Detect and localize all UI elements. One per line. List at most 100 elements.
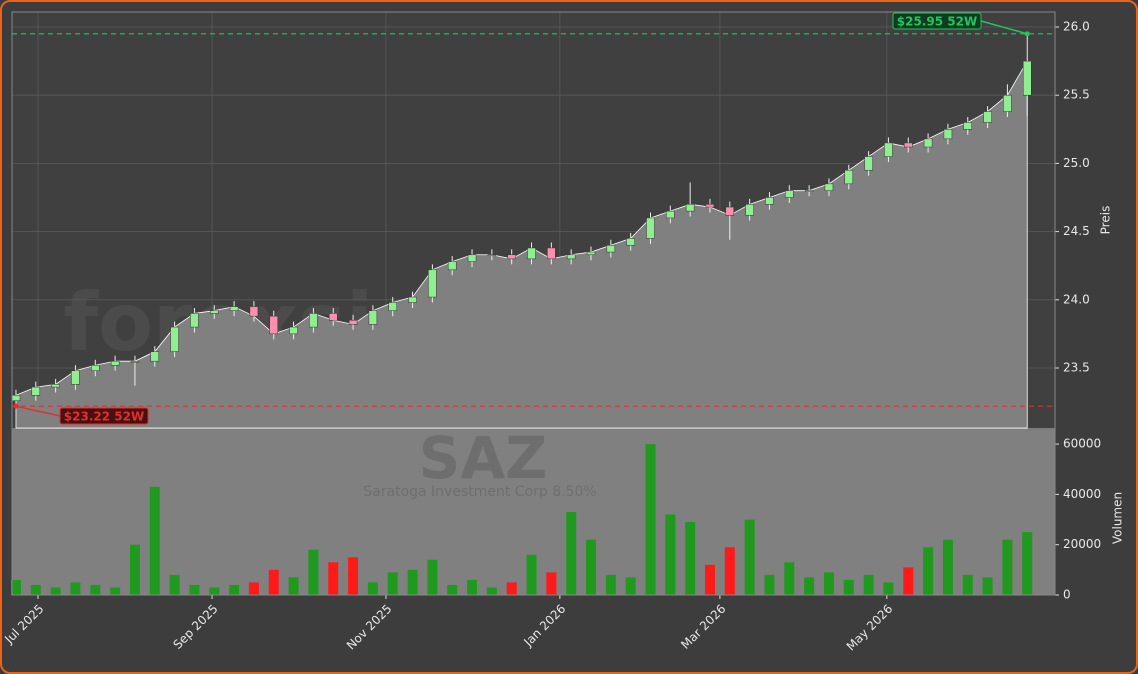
volume-bar (110, 587, 121, 595)
candle-body (31, 386, 41, 396)
candle-body (110, 360, 120, 366)
y-tick-label: 40000 (1063, 487, 1101, 501)
volume-bar (724, 547, 735, 595)
volume-bar (506, 582, 517, 595)
volume-bar (248, 582, 259, 595)
candle-body (606, 244, 616, 253)
candle-body (51, 384, 60, 388)
candle-body (348, 319, 358, 325)
volume-bar (1002, 539, 1013, 595)
subtitle-watermark: Saratoga Investment Corp 8.50% (363, 484, 596, 500)
volume-bar (586, 539, 597, 595)
y-tick-label: 24.5 (1063, 224, 1090, 238)
y-tick-label: 24.0 (1063, 292, 1090, 306)
volume-bar (942, 539, 953, 595)
volume-bar (605, 574, 616, 595)
volume-bar (348, 557, 359, 595)
volume-bar (50, 587, 61, 595)
annotation-label: $23.22 52W (64, 410, 144, 424)
candle-body (408, 296, 417, 303)
y-axis-label: Volumen (1111, 492, 1125, 544)
candle-body (507, 254, 516, 260)
y-tick-label: 25.5 (1063, 88, 1090, 102)
volume-bar (328, 562, 339, 595)
volume-bar (427, 559, 438, 595)
volume-bar (903, 567, 914, 595)
candle-body (487, 254, 497, 257)
volume-bar (367, 582, 378, 595)
candle-body (725, 206, 735, 216)
candle-body (130, 360, 140, 363)
volume-bar (625, 577, 636, 595)
candle-body (666, 210, 675, 219)
candle-body (844, 169, 854, 185)
candle-body (804, 190, 814, 192)
volume-bar (30, 584, 41, 595)
y-tick-label: 25.0 (1063, 156, 1090, 170)
candle-body (785, 190, 794, 198)
arrow-head (1024, 31, 1030, 37)
volume-bar (169, 574, 180, 595)
annotation-label: $25.95 52W (897, 15, 977, 29)
candle-body (328, 313, 338, 321)
candle-body (91, 365, 100, 371)
annotation-box (892, 12, 982, 30)
volume-bar (268, 569, 279, 595)
volume-bar (784, 562, 795, 595)
candle-body (884, 142, 893, 157)
candle-body (289, 326, 298, 335)
candle-body (824, 183, 834, 191)
volume-bar (10, 579, 21, 595)
volume-bar (923, 547, 934, 595)
plot-border (11, 11, 1056, 596)
candle-body (190, 313, 199, 328)
volume-bar (486, 587, 497, 595)
y-axis-label: Preis (1099, 206, 1113, 235)
volume-bar (229, 584, 240, 595)
volume-bar (863, 574, 874, 595)
volume-bar (209, 587, 220, 595)
volume-bar (982, 577, 993, 595)
y-tick-label: 23.5 (1063, 360, 1090, 374)
candle-body (170, 326, 179, 352)
volume-bar (883, 582, 894, 595)
candle-body (309, 313, 318, 328)
volume-bar (804, 577, 815, 595)
candle-body (626, 238, 635, 246)
annotation-arrow (15, 405, 61, 417)
volume-bar (70, 582, 81, 595)
candle-body (983, 111, 992, 123)
volume-bar (566, 511, 577, 595)
volume-bar (962, 574, 973, 595)
candle-body (269, 315, 278, 335)
candle-body (388, 302, 397, 311)
candle-body (527, 247, 536, 260)
candle-body (1003, 94, 1012, 112)
volume-bar (704, 564, 715, 595)
volume-bar (526, 554, 537, 595)
volume-bar (685, 522, 696, 595)
candle-body (229, 306, 239, 311)
volume-bar (90, 584, 101, 595)
candle-body (210, 310, 219, 314)
candle-body (249, 306, 259, 317)
candle-body (705, 204, 715, 208)
y-tick-label: 20000 (1063, 537, 1101, 551)
candle-body (963, 122, 973, 130)
volume-bar (665, 514, 676, 595)
volume-bar (764, 574, 775, 595)
candle-body (368, 310, 378, 325)
candle-body (646, 217, 655, 239)
volume-bar (467, 579, 478, 595)
candle-body (1022, 60, 1032, 96)
volume-bar (1022, 532, 1033, 595)
volume-bar (387, 572, 398, 595)
volume-bar (189, 584, 200, 595)
candle-body (150, 351, 160, 362)
volume-bar (288, 577, 299, 595)
candle-body (745, 204, 754, 216)
volume-bar (823, 572, 834, 595)
volume-bar (744, 519, 755, 595)
candle-body (765, 197, 774, 205)
